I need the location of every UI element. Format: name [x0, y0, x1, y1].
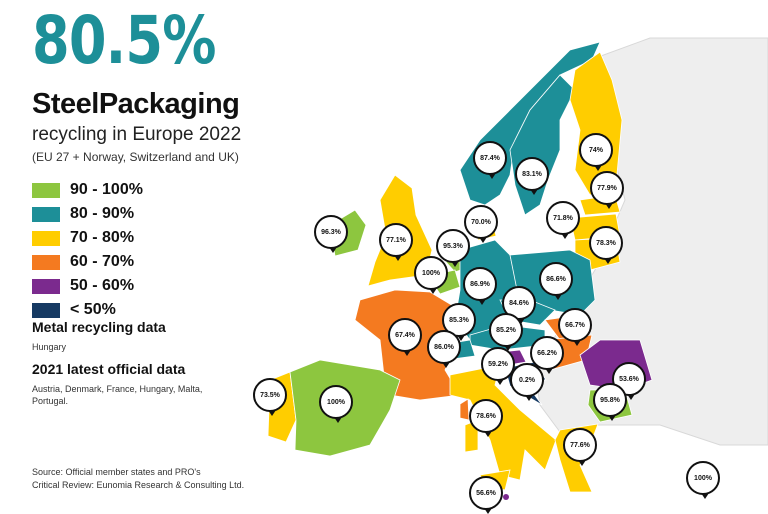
- legend-item: 80 - 90%: [32, 202, 143, 226]
- value-pin: 78.3%: [589, 226, 623, 264]
- legend-label: 60 - 70%: [70, 253, 135, 270]
- legend-swatch: [32, 230, 60, 246]
- headline-title: SteelPackaging: [32, 88, 240, 120]
- legend-swatch: [32, 182, 60, 198]
- value-pin: 56.6%: [469, 476, 503, 514]
- country-italy: [449, 364, 557, 481]
- value-pin: 100%: [686, 461, 720, 499]
- value-pin: 96.3%: [314, 215, 348, 253]
- legend-item: 60 - 70%: [32, 250, 143, 274]
- value-pin: 95.3%: [436, 229, 470, 267]
- headline-scope: (EU 27 + Norway, Switzerland and UK): [32, 150, 239, 164]
- value-pin: 0.2%: [510, 363, 544, 401]
- value-pin: 73.5%: [253, 378, 287, 416]
- headline-value: 80.5%: [32, 2, 216, 79]
- latest-data-text: Austria, Denmark, France, Hungary, Malta…: [32, 384, 203, 406]
- value-pin: 77.1%: [379, 223, 413, 261]
- legend-item: < 50%: [32, 298, 143, 322]
- review-text: Critical Review: Eunomia Research & Cons…: [32, 480, 245, 490]
- legend-swatch: [32, 278, 60, 294]
- legend-item: 70 - 80%: [32, 226, 143, 250]
- legend-swatch: [32, 206, 60, 222]
- value-pin: 86.6%: [539, 262, 573, 300]
- value-pin: 95.8%: [593, 383, 627, 421]
- country-sweden: [509, 74, 576, 216]
- value-pin: 100%: [414, 256, 448, 294]
- country-malta: [503, 494, 509, 500]
- value-pin: 66.7%: [558, 308, 592, 346]
- value-pin: 70.0%: [464, 205, 498, 243]
- value-pin: 77.9%: [590, 171, 624, 209]
- legend-label: < 50%: [70, 301, 116, 318]
- legend-label: 80 - 90%: [70, 205, 135, 222]
- value-pin: 66.2%: [530, 336, 564, 374]
- value-pin: 86.0%: [427, 330, 461, 368]
- value-pin: 74%: [579, 133, 613, 171]
- latest-data-heading: 2021 latest official data: [32, 361, 186, 377]
- legend-label: 50 - 60%: [70, 277, 135, 294]
- legend-item: 50 - 60%: [32, 274, 143, 298]
- legend-label: 70 - 80%: [70, 229, 135, 246]
- value-pin: 59.2%: [481, 347, 515, 385]
- value-pin: 100%: [319, 385, 353, 423]
- legend-swatch: [32, 254, 60, 270]
- value-pin: 87.4%: [473, 141, 507, 179]
- value-pin: 53.6%: [612, 362, 646, 400]
- metal-recycling-heading: Metal recycling data: [32, 319, 166, 335]
- headline-subtitle: recycling in Europe 2022: [32, 124, 242, 145]
- legend-label: 90 - 100%: [70, 181, 143, 198]
- value-pin: 85.2%: [489, 313, 523, 351]
- value-pin: 77.6%: [563, 428, 597, 466]
- value-pin: 78.6%: [469, 399, 503, 437]
- legend-item: 90 - 100%: [32, 178, 143, 202]
- value-pin: 67.4%: [388, 318, 422, 356]
- value-pin: 83.1%: [515, 157, 549, 195]
- metal-recycling-text: Hungary: [32, 342, 67, 352]
- source-text: Source: Official member states and PRO's: [32, 467, 201, 477]
- legend: 90 - 100% 80 - 90% 70 - 80% 60 - 70% 50 …: [32, 178, 143, 322]
- legend-swatch: [32, 302, 60, 318]
- island-corsica: [459, 398, 470, 421]
- value-pin: 71.8%: [546, 201, 580, 239]
- value-pin: 86.9%: [463, 267, 497, 305]
